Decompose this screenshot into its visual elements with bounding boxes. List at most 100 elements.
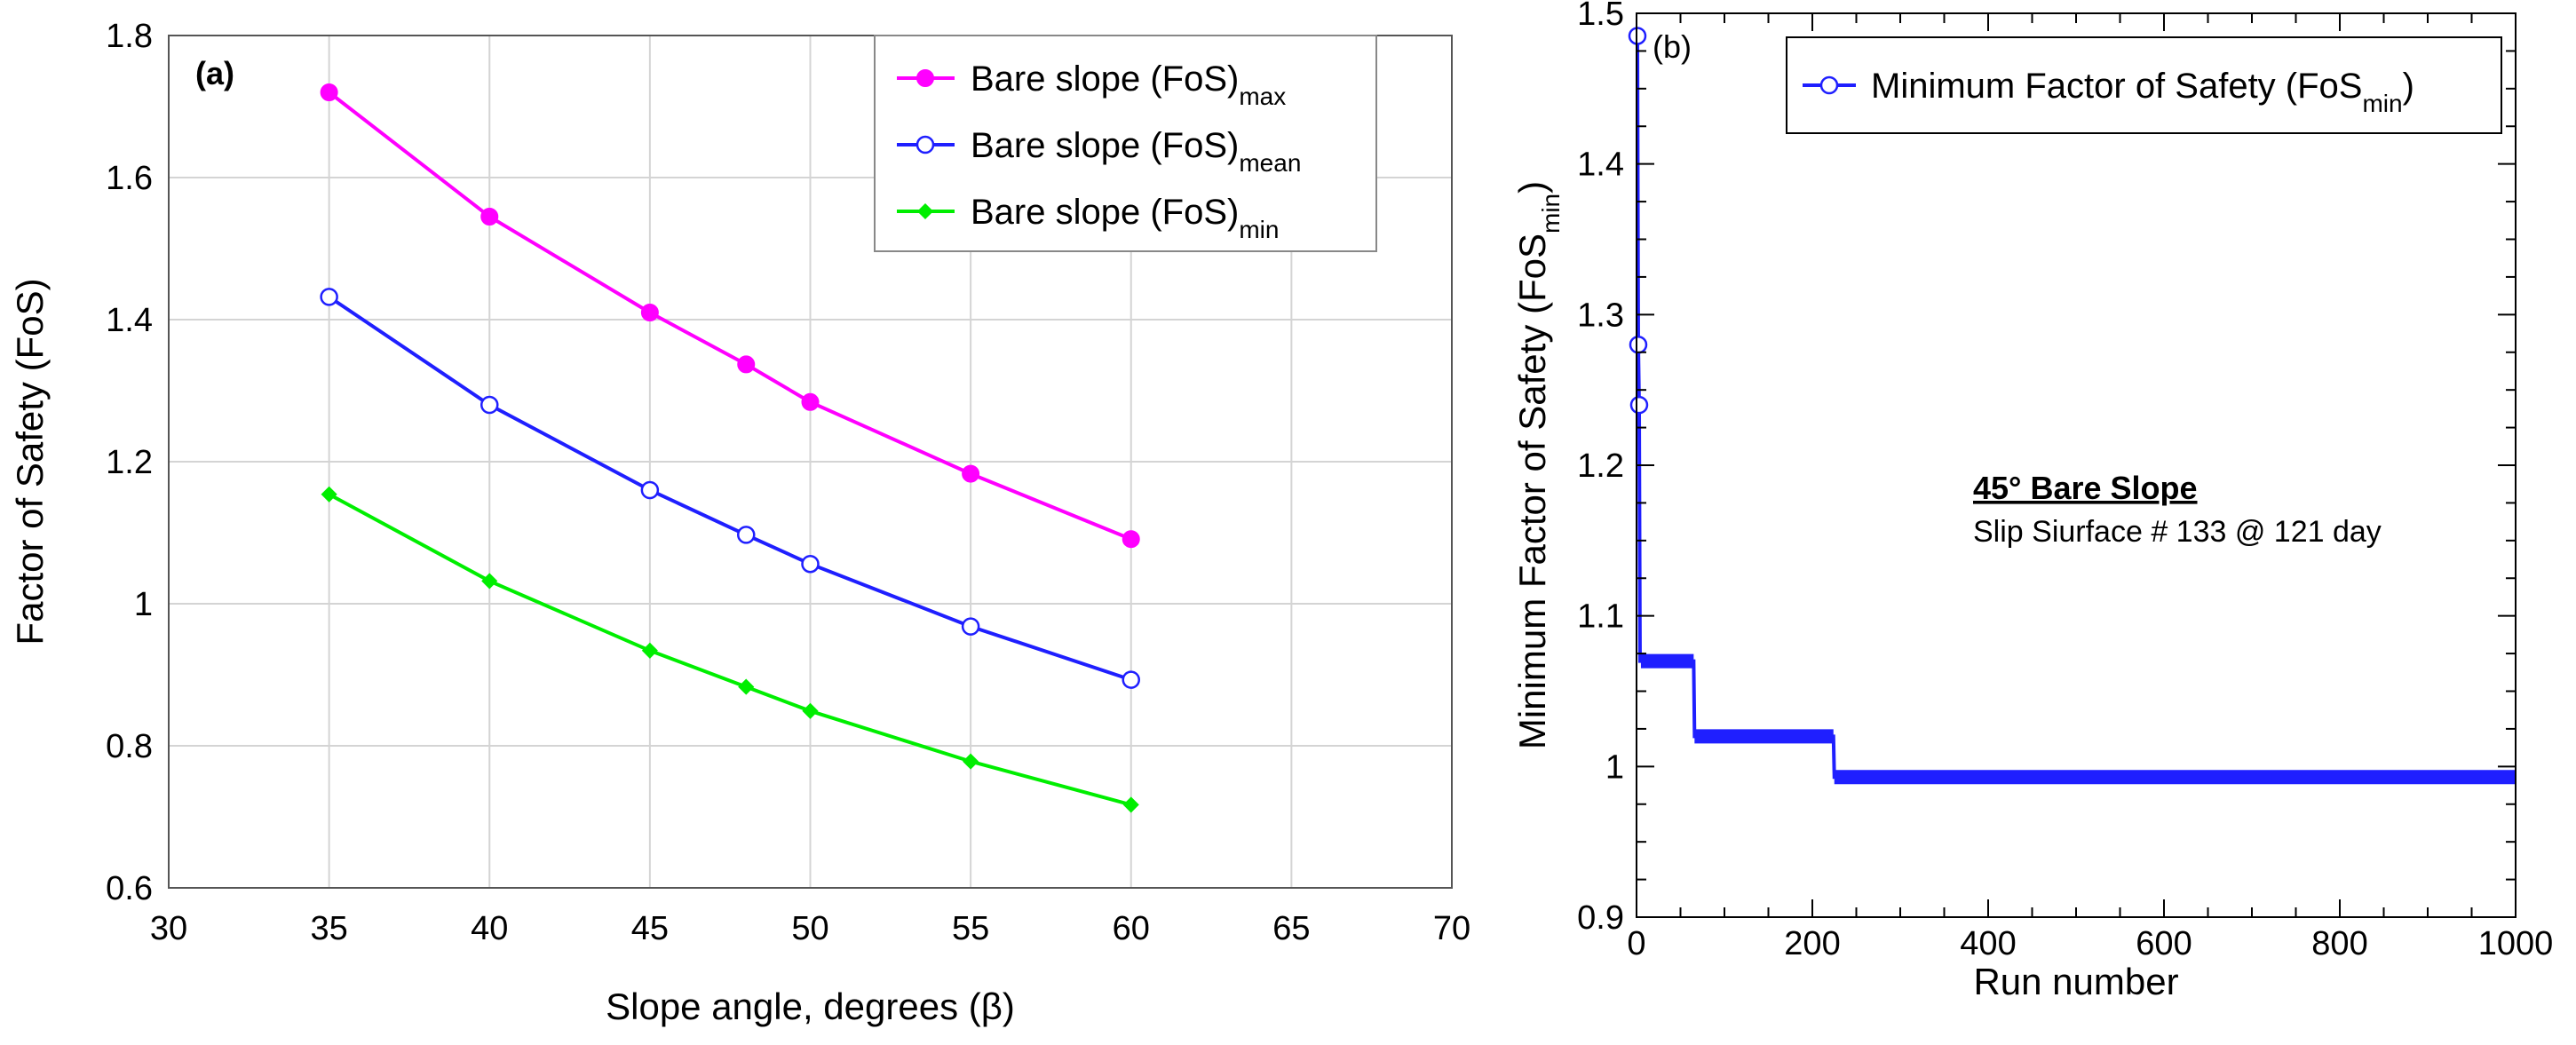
legend-label-sub: max xyxy=(1239,83,1286,110)
data-point-mean xyxy=(1122,670,1140,689)
legend-item-min: Bare slope (FoS)min xyxy=(897,193,1279,243)
panel-b-label: (b) xyxy=(1653,28,1692,65)
panel-a-x-axis-title: Slope angle, degrees (β) xyxy=(606,986,1015,1027)
data-point-mean xyxy=(480,395,499,415)
data-point-mean xyxy=(961,617,980,636)
series-line-fos-min xyxy=(1635,36,2516,780)
data-point-max xyxy=(962,464,980,483)
legend-swatch-marker xyxy=(915,135,935,154)
data-point-max xyxy=(480,208,499,226)
panel-a-x-tick-label: 45 xyxy=(631,910,669,947)
panel-b-y-tick-label: 1 xyxy=(1605,748,1624,786)
legend-swatch-marker xyxy=(916,202,934,220)
panel-b-chart: 0 200 400 600 800 1000 0.9 1 1.1 1.2 1.3 1.4 1.5 (b)… xyxy=(1511,0,2553,1002)
panel-a-x-tick-label: 30 xyxy=(150,910,187,947)
panel-b-x-tick-label: 800 xyxy=(2311,925,2367,962)
panel-b-y-tick-label: 1.4 xyxy=(1577,146,1624,184)
panel-a-x-tick-label: 50 xyxy=(791,910,828,947)
legend-label-sub: min xyxy=(1239,216,1279,243)
panel-a-x-tick-label: 65 xyxy=(1272,910,1310,947)
panel-b-legend-box xyxy=(1786,36,2502,134)
data-point-fos-min xyxy=(1629,395,1649,415)
legend-label: Bare slope (FoS)max xyxy=(971,59,1286,110)
series-max xyxy=(320,83,1140,549)
data-point-min xyxy=(738,678,755,695)
legend-label-main: Bare slope (FoS) xyxy=(971,59,1239,99)
panel-a-plot-frame xyxy=(168,35,1453,889)
series-mean xyxy=(320,288,1140,689)
legend-label-sub: mean xyxy=(1239,149,1301,177)
legend-item-fos-min: Minimum Factor of Safety (FoSmin) xyxy=(1803,67,2414,117)
series-line-min xyxy=(328,493,1132,807)
panel-b-y-tick-label: 1.5 xyxy=(1577,0,1624,33)
panel-b-y-axis-title-sub: min xyxy=(1537,194,1565,234)
panel-a-x-tick-label: 55 xyxy=(952,910,989,947)
legend-label-main: Minimum Factor of Safety (FoS xyxy=(1871,67,2362,106)
panel-a-y-tick-label: 1.8 xyxy=(106,18,153,55)
panel-b-legend: Minimum Factor of Safety (FoSmin) xyxy=(1786,36,2502,134)
legend-label: Minimum Factor of Safety (FoSmin) xyxy=(1871,67,2414,117)
data-point-max xyxy=(801,392,820,411)
data-point-mean xyxy=(737,526,756,544)
legend-item-max: Bare slope (FoS)max xyxy=(897,59,1286,110)
panel-a-y-tick-label: 0.6 xyxy=(106,870,153,907)
panel-b-series xyxy=(1628,27,2516,785)
data-point-max xyxy=(320,83,338,101)
panel-b-y-tick-label: 1.3 xyxy=(1577,297,1624,334)
panel-b-x-tick-label: 200 xyxy=(1784,925,1840,962)
legend-swatch-marker xyxy=(916,69,934,87)
panel-b-y-axis-title-end: ) xyxy=(1511,181,1553,194)
panel-b-y-tick-label: 0.9 xyxy=(1577,899,1624,937)
panel-a-y-tick-label: 0.8 xyxy=(106,728,153,765)
data-point-min xyxy=(802,702,819,719)
panel-a-y-axis-title: Factor of Safety (FoS) xyxy=(9,278,51,645)
panel-a-y-tick-label: 1 xyxy=(134,586,153,623)
panel-b-y-axis-title: Minimum Factor of Safety (FoSmin) xyxy=(1511,181,1565,749)
panel-a-y-tick-label: 1.6 xyxy=(106,160,153,197)
series-min xyxy=(321,486,1139,813)
panel-a-tick-labels: 30 35 40 45 50 55 60 65 70 0.6 0.8 1 1.2 1.4 1.6 1.8 xyxy=(106,18,1470,947)
panel-a-x-tick-label: 70 xyxy=(1433,910,1470,947)
panel-a-x-tick-label: 35 xyxy=(310,910,347,947)
data-point-min xyxy=(321,486,337,503)
panel-a-label: (a) xyxy=(195,55,234,91)
legend-label: Bare slope (FoS)min xyxy=(971,193,1279,243)
legend-swatch-marker xyxy=(1819,75,1839,95)
panel-a-y-tick-label: 1.2 xyxy=(106,444,153,481)
panel-a-series xyxy=(320,83,1140,813)
panel-b-x-tick-label: 1000 xyxy=(2478,925,2554,962)
panel-b-y-axis-title-main: Minimum Factor of Safety (FoS xyxy=(1511,234,1553,749)
series-fos-min xyxy=(1628,27,2516,785)
data-point-min xyxy=(481,573,498,590)
data-point-min xyxy=(641,642,658,659)
data-point-mean xyxy=(801,554,820,574)
data-point-min xyxy=(1122,796,1139,813)
data-point-mean xyxy=(320,288,338,306)
legend-label: Bare slope (FoS)mean xyxy=(971,126,1301,177)
panel-b-x-tick-label: 400 xyxy=(1960,925,2016,962)
panel-a-legend-box xyxy=(874,35,1377,252)
legend-label-sub: min xyxy=(2362,90,2402,117)
panel-a-y-tick-label: 1.4 xyxy=(106,302,153,339)
data-point-mean xyxy=(640,480,660,500)
panel-b-y-tick-label: 1.1 xyxy=(1577,598,1624,636)
panel-a-x-tick-label: 60 xyxy=(1113,910,1150,947)
data-point-fos-min xyxy=(1629,336,1648,354)
data-point-max xyxy=(737,355,756,374)
panel-b-tick-labels: 0 200 400 600 800 1000 0.9 1 1.1 1.2 1.3 1.4 1.5 xyxy=(1577,0,2553,962)
panel-b-x-axis-title: Run number xyxy=(1973,961,2178,1002)
annotation-subtitle: Slip Siurface # 133 @ 121 day xyxy=(1973,515,2382,549)
data-point-min xyxy=(963,753,979,770)
panel-a-x-tick-label: 40 xyxy=(471,910,508,947)
panel-a-chart: 30 35 40 45 50 55 60 65 70 0.6 0.8 1 1.2 1.4 1.6 1.8 (a… xyxy=(9,18,1470,1027)
legend-label-main: Bare slope (FoS) xyxy=(971,193,1239,232)
legend-item-mean: Bare slope (FoS)mean xyxy=(897,126,1301,177)
legend-label-end: ) xyxy=(2403,67,2414,106)
data-point-max xyxy=(1122,530,1140,549)
legend-label-main: Bare slope (FoS) xyxy=(971,126,1239,165)
panel-b-y-tick-label: 1.2 xyxy=(1577,447,1624,485)
data-point-max xyxy=(640,304,659,321)
annotation-title: 45° Bare Slope xyxy=(1973,470,2198,506)
